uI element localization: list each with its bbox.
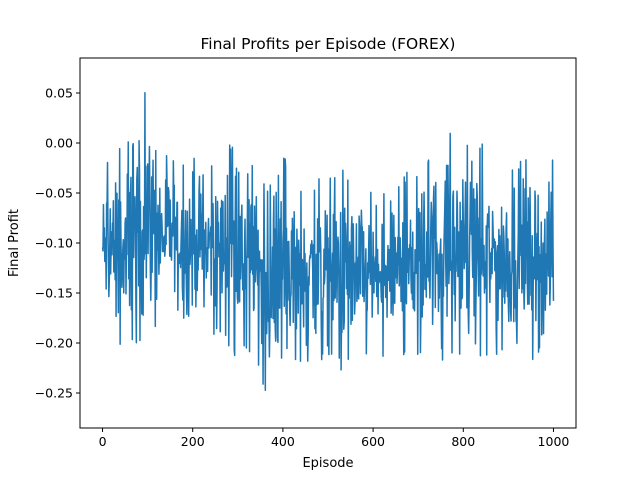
y-tick-label: −0.05 <box>35 186 73 201</box>
chart-title: Final Profits per Episode (FOREX) <box>201 35 456 53</box>
x-tick-label: 400 <box>271 434 295 449</box>
y-axis: 0.05 0.00 −0.05 −0.10 −0.15 −0.20 −0.25 <box>35 86 80 401</box>
series-line <box>101 92 555 392</box>
y-axis-label: Final Profit <box>7 209 22 277</box>
x-axis-label: Episode <box>302 456 353 471</box>
y-tick-label: 0.00 <box>45 136 73 151</box>
y-tick-label: −0.10 <box>35 236 73 251</box>
x-tick-label: 0 <box>99 434 107 449</box>
x-tick-label: 800 <box>451 434 475 449</box>
y-tick-label: 0.05 <box>45 86 73 101</box>
y-tick-label: −0.25 <box>35 386 73 401</box>
plot-layer <box>101 92 555 392</box>
y-tick-label: −0.15 <box>35 286 73 301</box>
x-tick-label: 1000 <box>538 434 570 449</box>
x-tick-label: 600 <box>361 434 385 449</box>
x-axis: 0 200 400 600 800 1000 <box>99 428 570 449</box>
y-tick-label: −0.20 <box>35 336 73 351</box>
x-tick-label: 200 <box>181 434 205 449</box>
